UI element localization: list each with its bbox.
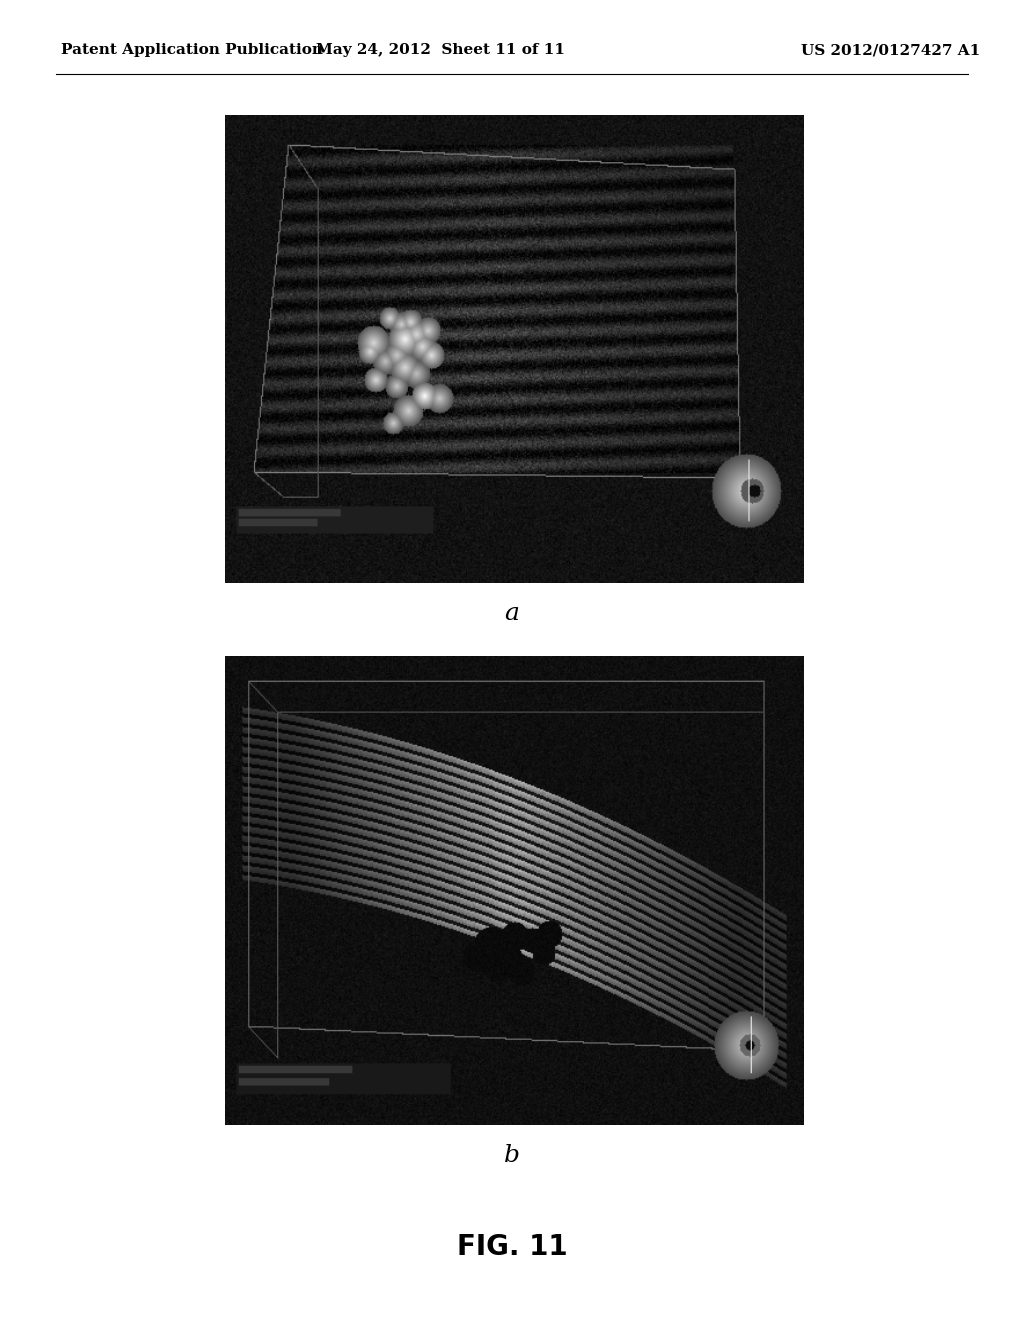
Text: FIG. 11: FIG. 11 — [457, 1233, 567, 1262]
Text: US 2012/0127427 A1: US 2012/0127427 A1 — [801, 44, 981, 57]
Text: Patent Application Publication: Patent Application Publication — [61, 44, 324, 57]
Text: May 24, 2012  Sheet 11 of 11: May 24, 2012 Sheet 11 of 11 — [315, 44, 565, 57]
Text: b: b — [504, 1143, 520, 1167]
Text: a: a — [505, 602, 519, 626]
